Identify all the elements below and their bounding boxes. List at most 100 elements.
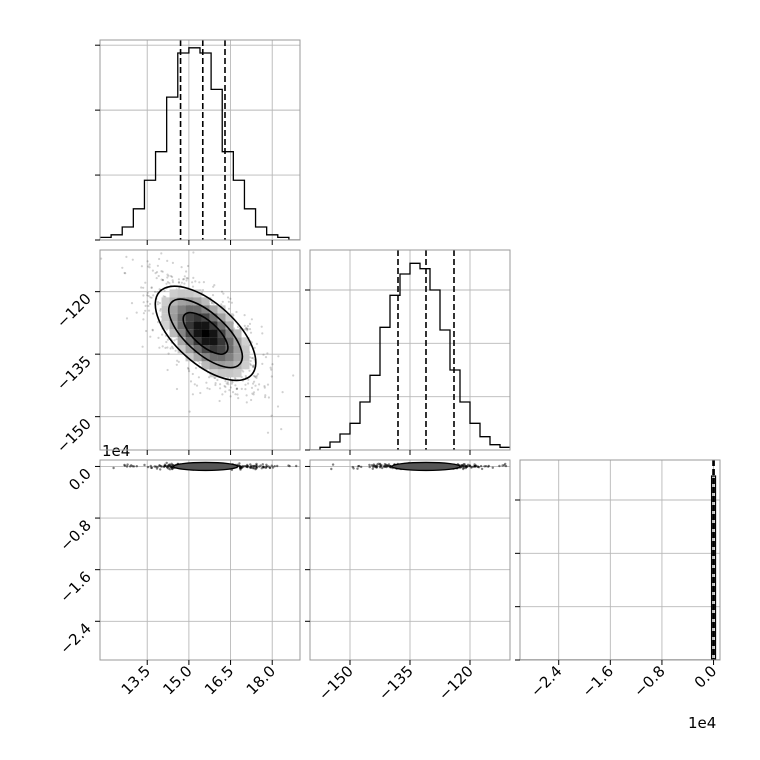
joint-xy-density-cell <box>217 313 226 322</box>
joint-xy-point <box>224 380 227 383</box>
joint-xy-density-cell <box>201 305 210 314</box>
joint-xy-point <box>146 300 149 303</box>
joint-xy-point <box>191 285 195 288</box>
joint-xy-point <box>166 368 169 372</box>
joint-xy-point <box>171 261 174 264</box>
joint-yz-point <box>331 463 335 466</box>
joint-xy-point <box>280 428 283 431</box>
joint-yz-point <box>491 466 494 469</box>
joint-xy-point <box>162 295 165 298</box>
joint-xy-point <box>140 286 143 289</box>
joint-xy-point <box>210 302 213 305</box>
joint-xy-point <box>211 294 215 297</box>
joint-xz-ytick-label-2: −1.6 <box>56 568 94 606</box>
joint-xy-point <box>212 285 215 288</box>
joint-xy-point <box>206 387 209 390</box>
joint-xy-point <box>221 300 224 303</box>
joint-xz-point <box>250 464 253 468</box>
joint-yz-point <box>356 467 359 470</box>
joint-xy-density-cell <box>193 353 202 362</box>
joint-xy-point <box>258 383 261 386</box>
joint-xy-point <box>228 389 231 392</box>
joint-xy-density-cell <box>161 321 170 330</box>
joint-xy-point <box>260 325 263 328</box>
joint-xy-density-cell <box>209 353 218 362</box>
joint-xy-point <box>220 303 223 306</box>
joint-xz-point <box>158 464 161 467</box>
joint-xy-point <box>165 340 168 344</box>
joint-xy-point <box>150 286 153 289</box>
joint-xy-density-cell <box>193 321 202 330</box>
joint-xy-point <box>192 276 195 279</box>
joint-xy-density-cell <box>201 329 210 338</box>
joint-xz-point <box>238 462 241 465</box>
joint-xy-point <box>246 329 249 332</box>
joint-xy-density-cell <box>185 337 194 346</box>
joint-xy-point <box>155 271 159 274</box>
joint-xy-point <box>148 266 151 269</box>
joint-xy-density-cell <box>233 329 242 338</box>
joint-xz-point <box>170 464 173 467</box>
joint-xy-point <box>281 391 284 394</box>
joint-xz-point <box>295 464 298 468</box>
joint-xz-point <box>149 464 152 468</box>
joint-xy-point <box>130 302 134 305</box>
joint-xy-density-cell <box>177 321 186 330</box>
joint-xy-point <box>163 289 166 292</box>
joint-xz-point <box>160 465 163 468</box>
joint-xy-point <box>235 387 239 390</box>
joint-xz-point <box>264 466 268 470</box>
joint-xy-point <box>208 387 211 391</box>
joint-xy-point <box>266 352 269 355</box>
joint-xz-point <box>126 463 129 466</box>
joint-xy-point <box>251 365 255 368</box>
joint-xz-point <box>246 464 249 468</box>
joint-xz-ytick-label-0: 0.0 <box>65 465 95 495</box>
joint-yz-point <box>381 466 384 470</box>
joint-xy-point <box>252 382 255 385</box>
joint-xz-point <box>259 464 262 467</box>
joint-xy-point <box>151 269 154 272</box>
joint-yz-point <box>504 464 508 468</box>
joint-yz-point <box>484 465 488 468</box>
joint-xy-point <box>234 393 237 396</box>
joint-xy-point <box>100 257 103 260</box>
joint-xy-point <box>148 263 151 266</box>
hist-z-xtick-label-1: −1.6 <box>579 662 617 700</box>
joint-xy-point <box>236 393 239 396</box>
joint-xy-point <box>166 273 169 276</box>
joint-xy-point <box>161 270 164 273</box>
joint-xy-point <box>142 294 145 297</box>
joint-xz-point <box>155 467 159 470</box>
joint-xy-density-cell <box>177 297 186 306</box>
joint-xy-point <box>147 309 151 312</box>
joint-xy-point <box>243 314 246 317</box>
joint-xy-point <box>156 303 159 306</box>
joint-xy-density-cell <box>209 313 218 322</box>
joint-xy-point <box>166 259 169 262</box>
joint-yz-point <box>464 465 468 468</box>
hist-z-frame <box>519 459 721 661</box>
joint-xy-point <box>176 359 179 362</box>
hist-z-plot-area <box>520 460 720 660</box>
joint-xy-point <box>242 370 245 373</box>
joint-xz-point <box>171 467 174 470</box>
hist-x-frame <box>99 39 301 241</box>
joint-xy-point <box>212 302 215 305</box>
joint-xy-point <box>270 368 273 371</box>
joint-xy-density-cell <box>169 289 178 298</box>
joint-xy-point <box>178 287 181 290</box>
joint-xy-point <box>230 382 233 385</box>
joint-xz-point <box>271 466 275 469</box>
joint-xy-point <box>246 325 250 328</box>
joint-xy-density-cell <box>193 305 202 314</box>
joint-xy-point <box>171 345 174 348</box>
joint-xy-point <box>219 387 222 390</box>
joint-yz-density-band <box>391 461 461 472</box>
joint-xz-point <box>255 466 258 469</box>
joint-xy-point <box>157 321 160 324</box>
joint-xy-density-cell <box>193 297 202 306</box>
joint-xy-density-cell <box>241 337 250 346</box>
hist-y-panel <box>305 249 511 455</box>
